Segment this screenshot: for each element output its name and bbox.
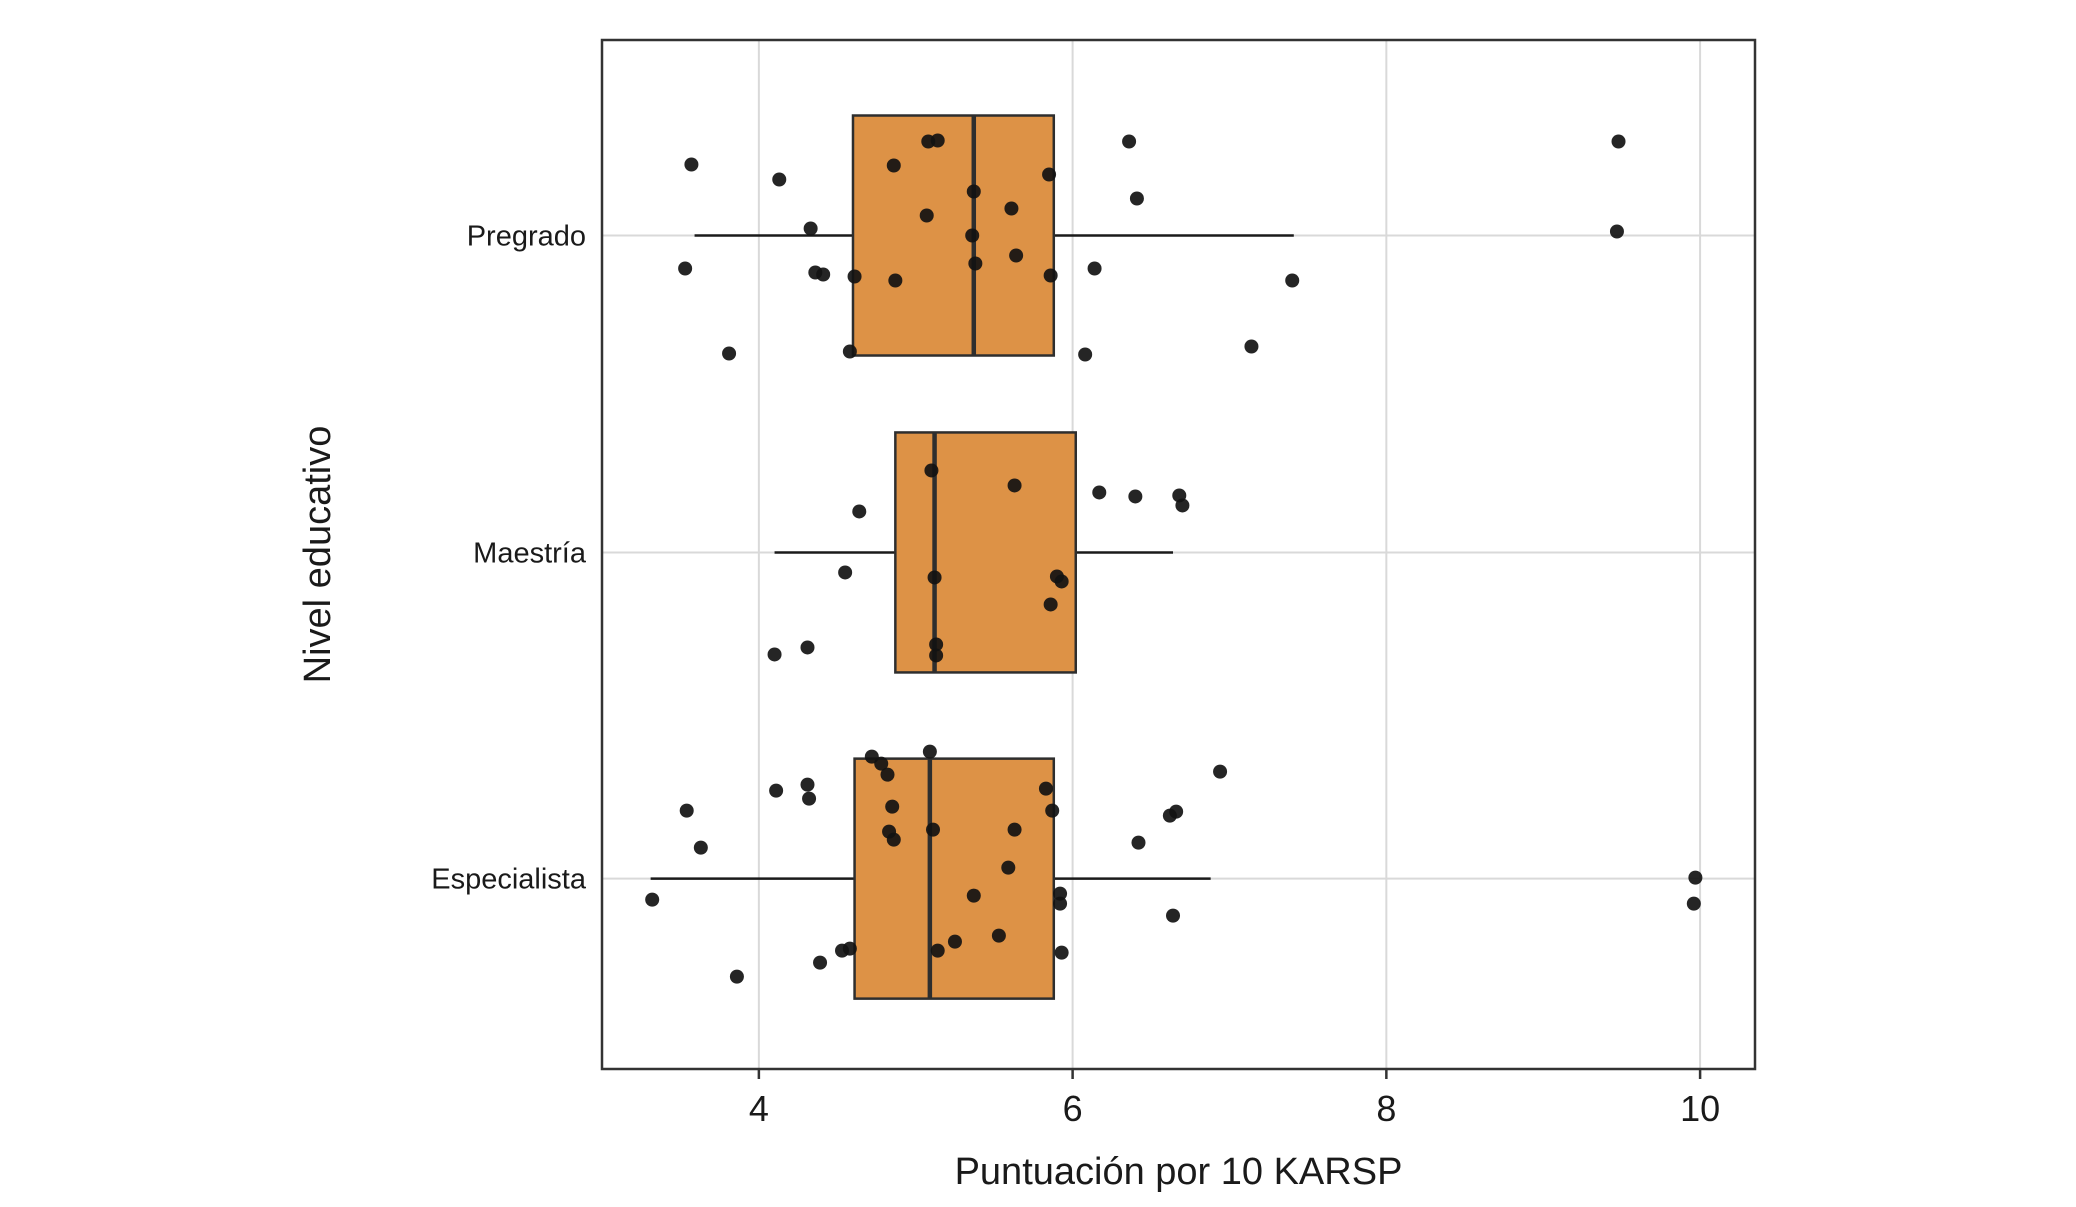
data-point bbox=[922, 744, 937, 759]
data-point bbox=[930, 133, 945, 148]
data-point bbox=[684, 157, 699, 172]
data-point bbox=[1213, 764, 1228, 779]
data-point bbox=[1007, 478, 1022, 493]
box-1 bbox=[894, 431, 1077, 674]
data-point bbox=[803, 221, 818, 236]
data-point bbox=[1001, 860, 1016, 875]
data-point bbox=[1244, 339, 1259, 354]
data-point bbox=[800, 640, 815, 655]
data-point bbox=[968, 256, 983, 271]
data-point bbox=[1007, 822, 1022, 837]
x-tick-label-4: 4 bbox=[749, 1088, 769, 1129]
data-point bbox=[693, 840, 708, 855]
data-point bbox=[885, 799, 900, 814]
data-point bbox=[925, 822, 940, 837]
data-point bbox=[947, 934, 962, 949]
data-point bbox=[1166, 908, 1181, 923]
data-point bbox=[888, 273, 903, 288]
data-point bbox=[1092, 485, 1107, 500]
data-point bbox=[800, 777, 815, 792]
data-point bbox=[1045, 803, 1060, 818]
data-point bbox=[678, 261, 693, 276]
data-point bbox=[842, 941, 857, 956]
data-point bbox=[852, 504, 867, 519]
data-point bbox=[880, 767, 895, 782]
data-point bbox=[1611, 134, 1626, 149]
data-point bbox=[1131, 835, 1146, 850]
y-category-label-2: Especialista bbox=[431, 864, 587, 896]
data-point bbox=[1043, 268, 1058, 283]
data-point bbox=[1175, 498, 1190, 513]
data-point bbox=[813, 955, 828, 970]
y-axis-title: Nivel educativo bbox=[297, 426, 339, 684]
box-0 bbox=[851, 114, 1056, 357]
data-point bbox=[966, 888, 981, 903]
x-axis-title: Puntuación por 10 KARSP bbox=[955, 1151, 1403, 1193]
data-point bbox=[1043, 597, 1058, 612]
panel-border bbox=[600, 38, 1757, 1071]
data-point bbox=[1285, 273, 1300, 288]
data-point bbox=[842, 344, 857, 359]
data-point bbox=[966, 184, 981, 199]
data-point bbox=[1686, 896, 1701, 911]
data-point bbox=[927, 570, 942, 585]
data-point bbox=[1053, 896, 1068, 911]
data-point bbox=[838, 565, 853, 580]
data-point bbox=[991, 928, 1006, 943]
data-point bbox=[802, 791, 817, 806]
data-point bbox=[1038, 781, 1053, 796]
data-point bbox=[1128, 489, 1143, 504]
data-point bbox=[847, 269, 862, 284]
data-point bbox=[1129, 191, 1144, 206]
data-point bbox=[886, 832, 901, 847]
data-point bbox=[919, 208, 934, 223]
data-point bbox=[1087, 261, 1102, 276]
data-point bbox=[930, 943, 945, 958]
data-point bbox=[769, 783, 784, 798]
data-point bbox=[1004, 201, 1019, 216]
data-point bbox=[1042, 167, 1057, 182]
data-point bbox=[729, 969, 744, 984]
data-point bbox=[1122, 134, 1137, 149]
data-point bbox=[1053, 886, 1068, 901]
data-point bbox=[767, 647, 782, 662]
data-point bbox=[722, 346, 737, 361]
plot-panel bbox=[602, 40, 1755, 1069]
data-point bbox=[874, 756, 889, 771]
data-point bbox=[1054, 945, 1069, 960]
box-2 bbox=[853, 757, 1056, 1000]
data-point bbox=[924, 463, 939, 478]
data-point bbox=[816, 267, 831, 282]
x-tick-label-6: 6 bbox=[1063, 1088, 1083, 1129]
y-category-label-0: Pregrado bbox=[467, 221, 586, 253]
data-point bbox=[1009, 248, 1024, 263]
data-point bbox=[679, 803, 694, 818]
data-point bbox=[1609, 224, 1624, 239]
data-point bbox=[1078, 347, 1093, 362]
data-point bbox=[886, 158, 901, 173]
data-point bbox=[1169, 804, 1184, 819]
data-point bbox=[1054, 574, 1069, 589]
x-tick-label-8: 8 bbox=[1376, 1088, 1396, 1129]
data-point bbox=[929, 648, 944, 663]
x-tick-label-10: 10 bbox=[1680, 1088, 1720, 1129]
data-point bbox=[965, 228, 980, 243]
y-category-label-1: Maestría bbox=[473, 537, 587, 569]
data-point bbox=[1688, 870, 1703, 885]
data-point bbox=[645, 892, 660, 907]
data-point bbox=[772, 172, 787, 187]
data-point bbox=[929, 637, 944, 652]
